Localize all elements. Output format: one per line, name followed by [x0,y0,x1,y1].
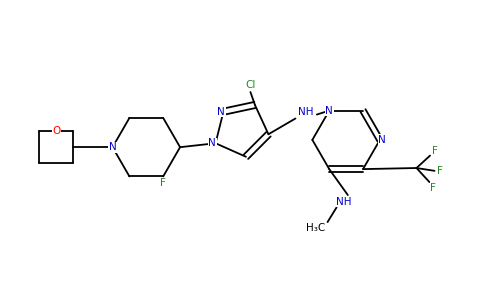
Text: NH: NH [335,197,351,207]
Text: N: N [217,107,225,117]
Text: F: F [437,166,443,176]
Text: N: N [378,135,386,145]
Text: N: N [109,142,117,152]
Text: NH: NH [298,107,313,117]
Text: O: O [52,126,60,136]
Text: F: F [430,183,436,193]
Text: F: F [432,146,438,156]
Text: Cl: Cl [245,80,256,90]
Text: F: F [160,178,166,188]
Text: N: N [208,138,216,148]
Text: N: N [325,106,333,116]
Text: H₃C: H₃C [305,223,325,233]
